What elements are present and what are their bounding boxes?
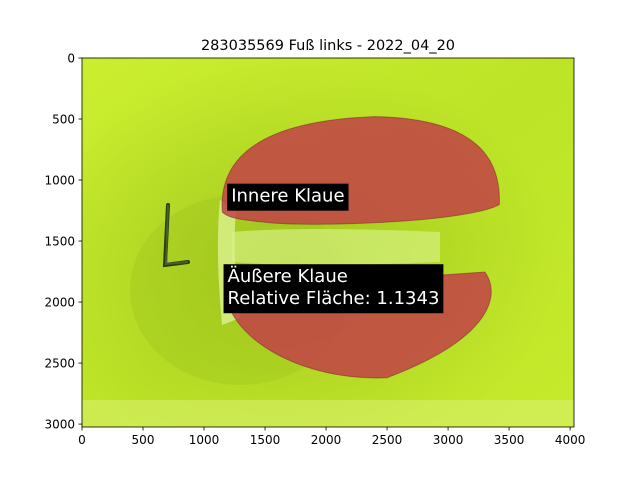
- x-tick-label: 2500: [372, 433, 403, 447]
- outer-label-line: Relative Fläche: 1.1343: [228, 288, 440, 309]
- inner-claw-label: Innere Klaue: [227, 183, 349, 211]
- x-tick-label: 3000: [433, 433, 464, 447]
- y-tick-label: 500: [52, 112, 75, 126]
- x-tick-label: 0: [78, 433, 86, 447]
- inner-label-line: Innere Klaue: [231, 186, 344, 207]
- outer-label-line: Äußere Klaue: [228, 266, 348, 287]
- x-tick-label: 1000: [189, 433, 220, 447]
- x-tick-label: 3500: [494, 433, 525, 447]
- chart-title: 283035569 Fuß links - 2022_04_20: [201, 38, 455, 54]
- y-tick-label: 2000: [44, 295, 75, 309]
- y-tick-label: 3000: [44, 417, 75, 431]
- photo-image: [82, 58, 574, 427]
- y-tick-label: 1500: [44, 234, 75, 248]
- x-tick-label: 500: [132, 433, 155, 447]
- x-tick-label: 4000: [555, 433, 586, 447]
- plot-frame: [81, 57, 575, 428]
- y-tick-label: 1000: [44, 173, 75, 187]
- outer-label-box: [223, 264, 444, 314]
- y-tick-label: 2500: [44, 356, 75, 370]
- y-tick-label: 0: [67, 51, 75, 65]
- inner-label-box: [227, 183, 349, 211]
- x-tick-label: 2000: [311, 433, 342, 447]
- x-tick-label: 1500: [250, 433, 281, 447]
